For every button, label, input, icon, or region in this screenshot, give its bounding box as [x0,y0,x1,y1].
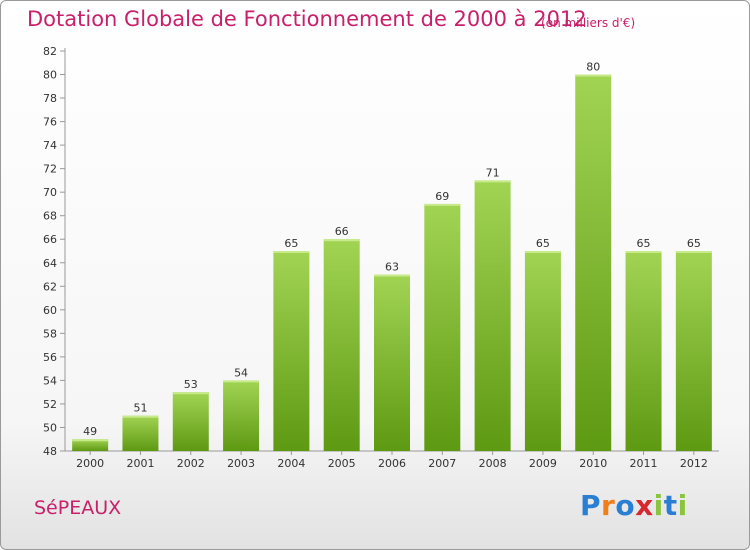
bar-top-highlight [223,380,260,383]
y-tick-label: 82 [43,45,57,58]
y-tick-label: 58 [43,327,57,340]
value-label-2002: 53 [184,378,198,391]
bar-top-highlight [675,251,712,253]
bar-2001 [122,415,159,451]
bar-top-highlight [273,251,310,253]
value-label-2008: 71 [486,166,500,179]
value-label-2003: 54 [234,366,248,379]
bar-2008 [474,180,511,452]
y-tick-label: 50 [43,421,57,434]
y-tick-label: 52 [43,398,57,411]
proxiti-logo: Proxiti [580,489,688,522]
x-tick-label-2004: 2004 [277,457,305,470]
y-tick-label: 70 [43,186,57,199]
value-label-2000: 49 [83,425,97,438]
x-tick-label-2009: 2009 [529,457,557,470]
bar-2003 [223,380,260,451]
value-label-2007: 69 [435,190,449,203]
x-tick-label-2006: 2006 [378,457,406,470]
y-tick-label: 62 [43,280,57,293]
y-tick-label: 54 [43,374,57,387]
bar-2007 [424,203,461,451]
y-tick-label: 80 [43,69,57,82]
bar-top-highlight [625,251,662,253]
chart-unit-note: (en milliers d'€) [541,16,636,30]
chart-title: Dotation Globale de Fonctionnement de 20… [27,7,587,31]
x-tick-label-2007: 2007 [428,457,456,470]
x-tick-label-2008: 2008 [479,457,507,470]
x-tick-label-2003: 2003 [227,457,255,470]
value-label-2012: 65 [687,237,701,250]
y-tick-label: 72 [43,163,57,176]
bar-top-highlight [323,239,360,242]
bar-2004 [273,251,310,451]
bar-top-highlight [575,74,612,77]
value-label-2001: 51 [133,402,147,415]
y-tick-label: 56 [43,351,57,364]
bar-2000 [72,439,109,451]
bar-top-highlight [72,439,109,442]
bar-2009 [524,251,561,451]
bar-top-highlight [524,251,561,253]
y-tick-label: 48 [43,445,57,458]
bar-2005 [323,239,360,451]
y-tick-label: 64 [43,257,57,270]
y-tick-label: 66 [43,233,57,246]
value-label-2005: 66 [335,225,349,238]
bar-top-highlight [474,180,511,183]
y-tick-label: 68 [43,210,57,223]
bar-top-highlight [374,274,410,277]
commune-name: SéPEAUX [34,497,122,519]
y-tick-label: 60 [43,304,57,317]
bar-2010 [575,74,612,451]
value-label-2011: 65 [637,237,651,250]
bar-2011 [625,251,662,451]
bar-2012 [675,251,712,451]
bar-2006 [374,274,410,451]
y-tick-label: 74 [43,139,57,152]
x-tick-label-2010: 2010 [579,457,607,470]
x-tick-label-2001: 2001 [126,457,154,470]
value-label-2009: 65 [536,237,550,250]
x-tick-label-2012: 2012 [680,457,708,470]
bar-2002 [172,392,209,451]
x-tick-label-2005: 2005 [328,457,356,470]
x-tick-label-2011: 2011 [630,457,658,470]
bar-top-highlight [172,392,209,395]
bar-top-highlight [122,415,159,418]
x-tick-label-2000: 2000 [76,457,104,470]
value-label-2004: 65 [284,237,298,250]
x-tick-label-2002: 2002 [177,457,205,470]
y-tick-label: 78 [43,92,57,105]
value-label-2006: 63 [385,261,399,274]
y-tick-label: 76 [43,116,57,129]
value-label-2010: 80 [586,61,600,74]
bar-top-highlight [424,203,461,206]
